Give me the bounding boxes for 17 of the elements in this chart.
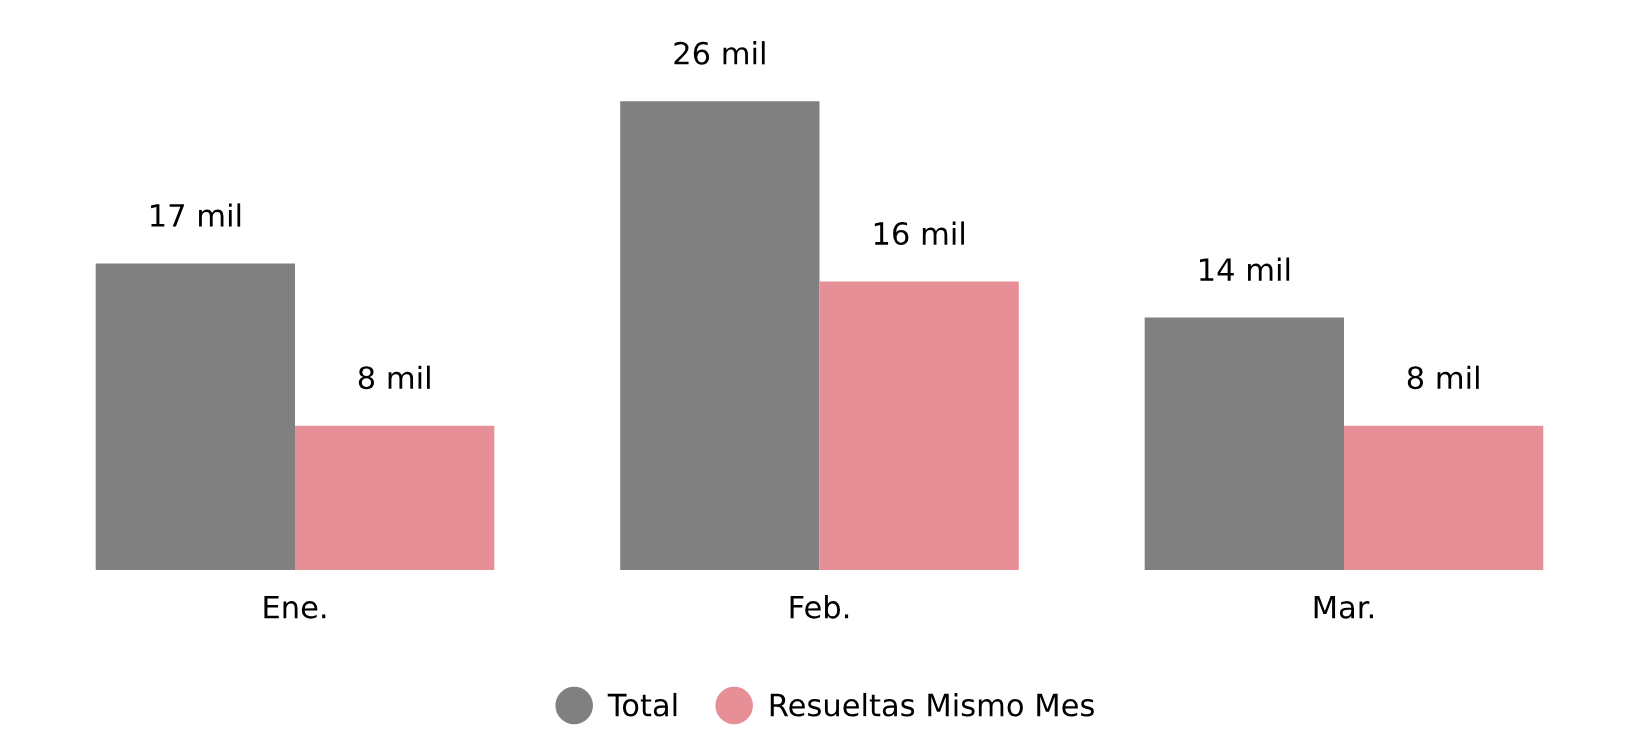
x-tick-label: Ene. xyxy=(264,595,326,619)
data-label: 8 mil xyxy=(1407,365,1479,390)
bar xyxy=(1343,425,1544,570)
data-label: 8 mil xyxy=(358,365,430,390)
bar xyxy=(620,101,820,570)
data-label: 26 mil xyxy=(674,41,765,65)
bar xyxy=(295,425,495,570)
data-label: 14 mil xyxy=(1200,257,1290,281)
bar xyxy=(95,263,296,570)
data-label: 17 mil xyxy=(151,203,241,227)
x-tick-label: Feb. xyxy=(790,595,849,619)
x-tick-label: Mar. xyxy=(1314,595,1373,619)
bar xyxy=(819,281,1019,570)
legend-label: Resueltas Mismo Mes xyxy=(770,692,1094,717)
legend-label: Total xyxy=(607,692,677,717)
data-label: 16 mil xyxy=(874,221,964,246)
bar xyxy=(1144,317,1344,570)
